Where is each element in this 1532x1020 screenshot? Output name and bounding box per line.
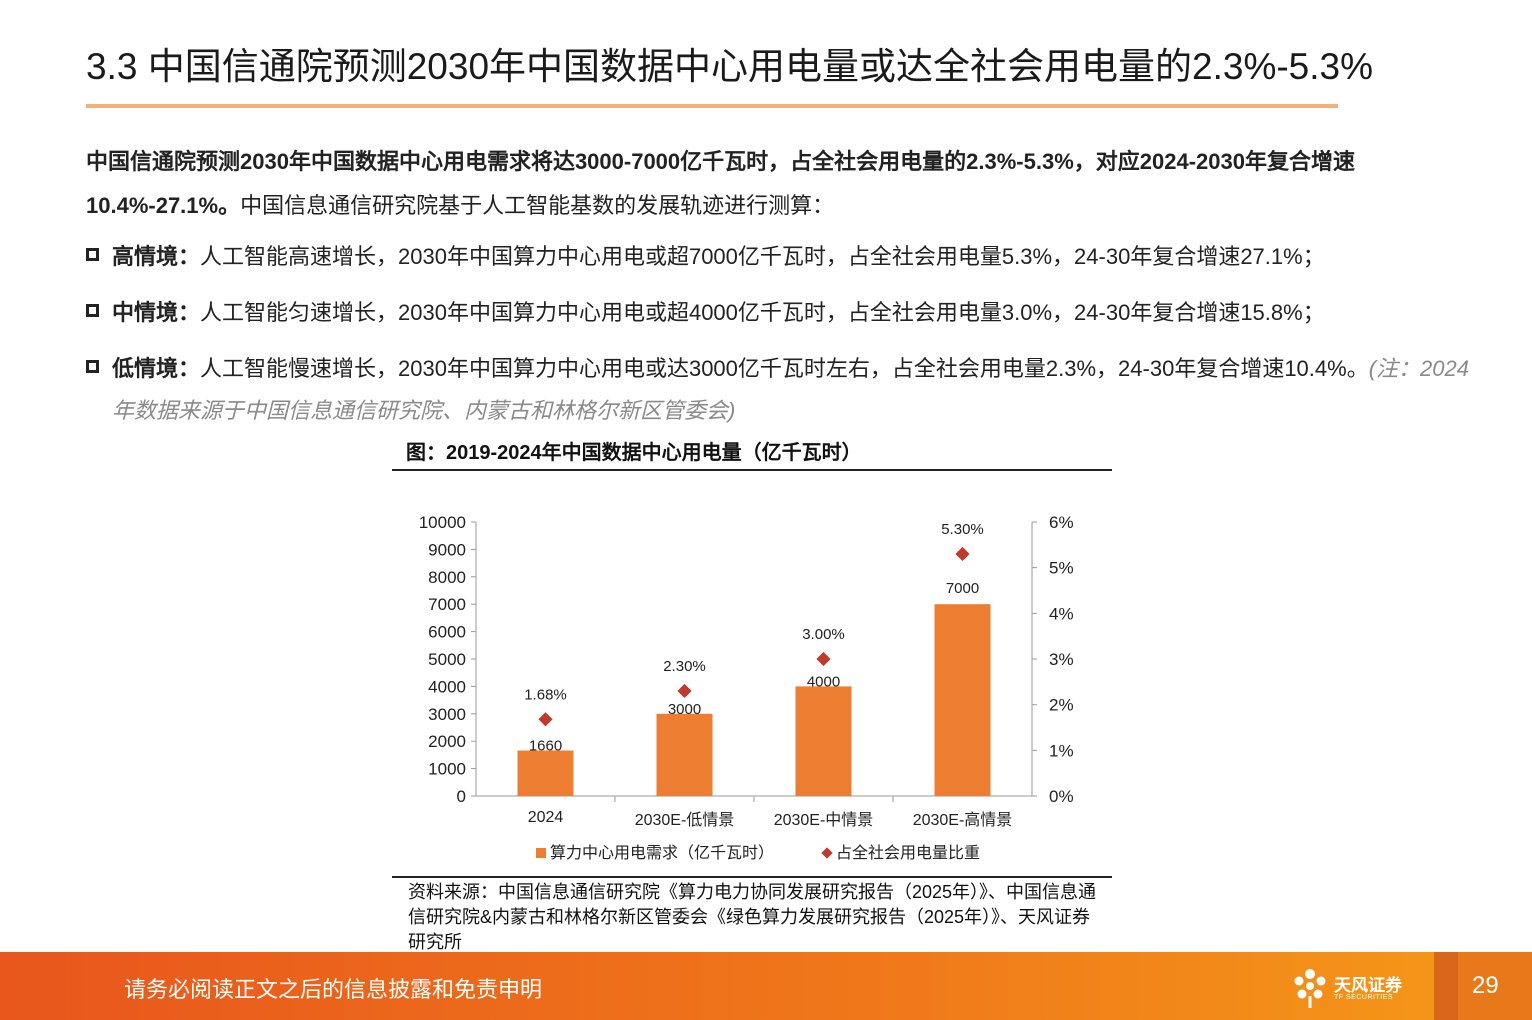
title-underline xyxy=(86,104,1338,108)
scenario-note: (注：2024年数据来源于中国信息通信研究院、内蒙古和林格尔新区管委会) xyxy=(112,356,1469,423)
x-tick-label: 2030E-中情景 xyxy=(774,811,874,829)
x-tick-label: 2024 xyxy=(528,809,564,826)
checkbox-square-icon xyxy=(86,360,99,373)
share-data-label: 1.68% xyxy=(524,686,567,703)
logo-text: 天风证券 xyxy=(1334,976,1402,995)
y-tick-label: 1000 xyxy=(428,760,466,779)
y2-tick-label: 5% xyxy=(1049,559,1074,578)
bar-data-label: 1660 xyxy=(529,738,562,755)
page-number-box: 29 xyxy=(1434,952,1532,1020)
y-tick-label: 2000 xyxy=(428,732,466,751)
share-data-label: 5.30% xyxy=(941,521,984,538)
y2-tick-label: 2% xyxy=(1049,696,1074,715)
bar-data-label: 7000 xyxy=(946,580,979,597)
company-logo: 天风证券 TF SECURITIES xyxy=(1290,962,1440,1012)
y-tick-label: 4000 xyxy=(428,677,466,696)
page-number: 29 xyxy=(1472,972,1499,999)
intro-bold: 中国信通院预测2030年中国数据中心用电需求将达3000-7000亿千瓦时，占全… xyxy=(86,149,1355,218)
y-tick-label: 0 xyxy=(457,787,466,806)
bar-data-label: 4000 xyxy=(807,673,840,690)
intro-paragraph: 中国信通院预测2030年中国数据中心用电需求将达3000-7000亿千瓦时，占全… xyxy=(86,140,1466,228)
bar xyxy=(934,604,991,796)
y2-tick-label: 6% xyxy=(1049,513,1074,532)
checkbox-square-icon xyxy=(86,248,99,261)
disclaimer-link[interactable]: 请务必阅读正文之后的信息披露和免责申明 xyxy=(124,977,543,1002)
y2-tick-label: 0% xyxy=(1049,787,1074,806)
footer-bar: 请务必阅读正文之后的信息披露和免责申明 天风证券 TF SECURITIES 2… xyxy=(0,952,1532,1020)
x-tick-label: 2030E-高情景 xyxy=(913,811,1013,829)
flower-logo-icon xyxy=(1294,969,1326,1008)
page-title: 3.3 中国信通院预测2030年中国数据中心用电量或达全社会用电量的2.3%-5… xyxy=(86,46,1374,87)
scenario-mid: 中情境：人工智能匀速增长，2030年中国算力中心用电或超4000亿千瓦时，占全社… xyxy=(86,292,1486,334)
share-data-label: 3.00% xyxy=(802,626,845,643)
scenario-text: 人工智能匀速增长，2030年中国算力中心用电或超4000亿千瓦时，占全社会用电量… xyxy=(200,300,1325,325)
y-tick-label: 10000 xyxy=(419,513,466,532)
legend-label-share: 占全社会用电量比重 xyxy=(836,844,980,862)
y-tick-label: 7000 xyxy=(428,595,466,614)
y-tick-label: 5000 xyxy=(428,650,466,669)
share-data-label: 2.30% xyxy=(663,658,706,675)
y2-tick-label: 4% xyxy=(1049,604,1074,623)
legend-swatch-bar xyxy=(536,848,546,858)
logo-subtext: TF SECURITIES xyxy=(1334,994,1394,1001)
legend-swatch-share xyxy=(821,847,833,859)
x-tick-label: 2030E-低情景 xyxy=(635,811,735,829)
scenario-text: 人工智能慢速增长，2030年中国算力中心用电或达3000亿千瓦时左右，占全社会用… xyxy=(200,356,1369,381)
chart-title: 图：2019-2024年中国数据中心用电量（亿千瓦时） xyxy=(406,442,862,464)
checkbox-square-icon xyxy=(86,304,99,317)
bar-data-label: 3000 xyxy=(668,701,701,718)
bar xyxy=(795,686,852,796)
electricity-chart: 0 1000 2000 3000 4000 5000 6000 7000 8000 9000 100… xyxy=(419,513,1074,862)
legend-label-bar: 算力中心用电需求（亿千瓦时） xyxy=(550,843,774,862)
y-tick-label: 6000 xyxy=(428,623,466,642)
scenario-list: 高情境：人工智能高速增长，2030年中国算力中心用电或超7000亿千瓦时，占全社… xyxy=(86,236,1486,446)
page-box-stripe xyxy=(1434,952,1458,1020)
chart-bottom-rule xyxy=(392,876,1112,878)
scenario-text: 人工智能高速增长，2030年中国算力中心用电或超7000亿千瓦时，占全社会用电量… xyxy=(200,244,1325,269)
share-marker xyxy=(955,546,970,562)
y-tick-label: 3000 xyxy=(428,705,466,724)
scenario-label: 中情境： xyxy=(112,300,201,325)
scenario-low: 低情境：人工智能慢速增长，2030年中国算力中心用电或达3000亿千瓦时左右，占… xyxy=(86,348,1486,432)
source-note: 资料来源：中国信息通信研究院《算力电力协同发展研究报告（2025年）》、中国信息… xyxy=(408,882,1097,952)
share-marker xyxy=(677,683,692,699)
intro-normal: 中国信息通信研究院基于人工智能基数的发展轨迹进行测算： xyxy=(240,193,835,218)
scenario-high: 高情境：人工智能高速增长，2030年中国算力中心用电或超7000亿千瓦时，占全社… xyxy=(86,236,1486,278)
scenario-label: 低情境： xyxy=(112,356,201,381)
y2-tick-label: 3% xyxy=(1049,650,1074,669)
chart-title-rule xyxy=(392,469,1112,471)
y-tick-label: 8000 xyxy=(428,568,466,587)
bar xyxy=(656,713,713,796)
y2-tick-label: 1% xyxy=(1049,741,1074,760)
scenario-label: 高情境： xyxy=(112,244,201,269)
bar xyxy=(517,750,574,796)
share-marker xyxy=(538,712,553,727)
y-tick-label: 9000 xyxy=(428,540,466,559)
share-marker xyxy=(816,651,831,667)
